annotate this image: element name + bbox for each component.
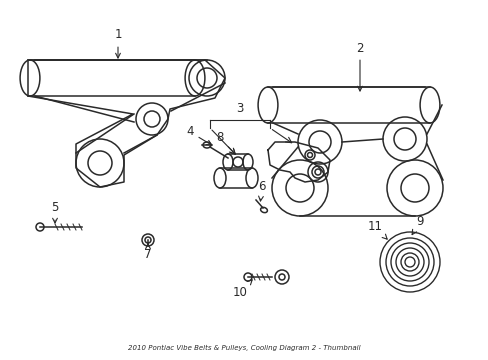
Text: 6: 6 <box>258 180 265 201</box>
Text: 9: 9 <box>411 216 423 235</box>
Text: 7: 7 <box>144 243 151 261</box>
Text: 4: 4 <box>186 126 211 145</box>
Text: 5: 5 <box>51 202 59 223</box>
Text: 1: 1 <box>114 28 122 58</box>
Text: 11: 11 <box>367 220 386 239</box>
Text: 8: 8 <box>216 131 235 154</box>
Text: 2010 Pontiac Vibe Belts & Pulleys, Cooling Diagram 2 - Thumbnail: 2010 Pontiac Vibe Belts & Pulleys, Cooli… <box>127 345 360 351</box>
Text: 3: 3 <box>236 102 243 115</box>
Text: 2: 2 <box>356 41 363 91</box>
Text: 10: 10 <box>232 280 252 298</box>
